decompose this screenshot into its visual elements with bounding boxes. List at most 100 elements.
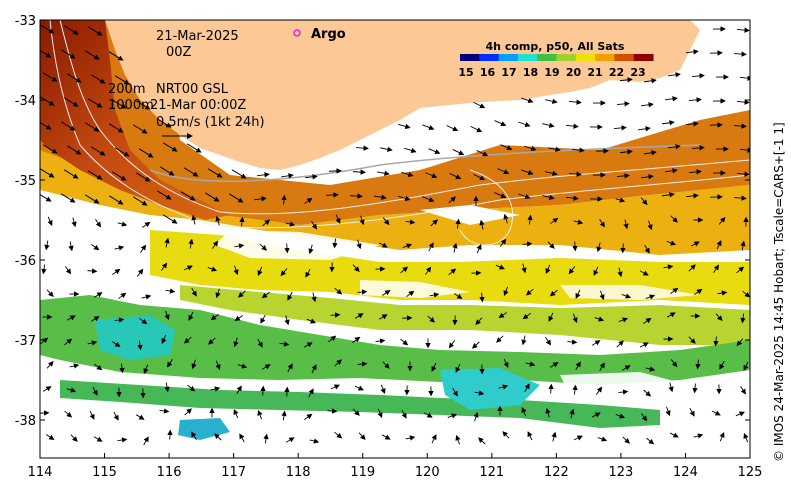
colorbar-label: 21 xyxy=(587,66,602,79)
current-vector-arrow xyxy=(142,221,151,228)
current-vector-arrow xyxy=(498,384,509,390)
current-vector-arrow xyxy=(259,243,267,251)
current-vector-arrow xyxy=(428,148,441,155)
x-tick-label: 116 xyxy=(157,465,182,480)
current-vector-arrow xyxy=(522,241,533,247)
current-vector-arrow xyxy=(688,169,702,175)
y-tick-label: -35 xyxy=(15,174,36,189)
current-vector-arrow xyxy=(548,312,554,322)
current-vector-arrow xyxy=(378,242,388,248)
current-vector-arrow xyxy=(135,100,151,110)
current-vector-arrow xyxy=(542,122,555,128)
current-vector-arrow xyxy=(191,431,197,440)
current-vector-arrow xyxy=(378,314,388,320)
current-vector-arrow xyxy=(64,410,73,418)
current-vector-arrow xyxy=(257,266,263,277)
current-vector-arrow xyxy=(210,386,221,392)
current-vector-arrow xyxy=(400,266,409,274)
current-vector-arrow xyxy=(596,242,602,253)
current-vector-arrow xyxy=(94,363,103,371)
current-vector-arrow xyxy=(503,286,509,297)
current-vector-arrow xyxy=(644,244,650,254)
current-vector-arrow xyxy=(685,121,699,127)
current-vector-arrow xyxy=(304,413,313,420)
current-vector-arrow xyxy=(137,340,143,351)
current-vector-arrow xyxy=(404,147,417,154)
current-vector-arrow xyxy=(90,74,106,84)
current-vector-arrow xyxy=(328,335,337,343)
current-vector-arrow xyxy=(335,214,341,224)
current-vector-arrow xyxy=(618,317,629,323)
current-vector-arrow xyxy=(521,407,527,417)
current-vector-arrow xyxy=(204,192,220,202)
current-vector-arrow xyxy=(233,337,239,348)
current-vector-arrow xyxy=(661,192,675,198)
current-vector-arrow xyxy=(449,173,462,180)
current-vector-arrow xyxy=(162,142,178,152)
colorbar-cell xyxy=(517,54,538,61)
current-vector-arrow xyxy=(140,244,147,253)
current-vector-arrow xyxy=(431,434,437,444)
x-tick-label: 120 xyxy=(415,465,440,480)
current-vector-arrow xyxy=(733,195,747,201)
current-vector-arrow xyxy=(261,291,270,299)
map-plot-area xyxy=(40,20,750,458)
current-vector-arrow xyxy=(327,408,338,414)
current-vector-arrow xyxy=(599,218,605,228)
current-vector-arrow xyxy=(619,77,633,83)
current-vector-arrow xyxy=(95,219,102,228)
current-vector-arrow xyxy=(117,437,128,443)
current-vector-arrow xyxy=(207,168,223,178)
current-vector-arrow xyxy=(285,437,295,443)
argo-label: Argo xyxy=(311,27,346,42)
current-vector-arrow xyxy=(667,144,681,150)
current-vector-arrow xyxy=(228,193,244,203)
current-vector-arrow xyxy=(742,290,750,298)
current-vector-arrow xyxy=(164,310,170,321)
current-vector-arrow xyxy=(567,339,578,345)
current-vector-arrow xyxy=(591,412,601,418)
current-vector-arrow xyxy=(620,243,626,254)
current-vector-arrow xyxy=(521,263,527,274)
current-vector-arrow xyxy=(93,436,103,442)
current-vector-arrow xyxy=(713,336,719,347)
current-vector-arrow xyxy=(68,241,74,252)
current-vector-arrow xyxy=(281,410,287,421)
current-vector-arrow xyxy=(565,123,579,129)
current-vector-arrow xyxy=(233,265,239,276)
current-vector-arrow xyxy=(431,362,437,372)
current-vector-arrow xyxy=(334,431,343,439)
current-vector-arrow xyxy=(40,122,52,130)
current-vector-arrow xyxy=(693,433,704,439)
current-vector-arrow xyxy=(183,336,192,344)
x-tick-label: 124 xyxy=(673,465,698,480)
current-vector-arrow xyxy=(161,334,167,344)
current-vector-arrow xyxy=(118,292,127,300)
current-vector-arrow xyxy=(623,219,629,230)
current-vector-arrow xyxy=(643,317,652,324)
current-vector-arrow xyxy=(311,221,318,230)
current-vector-arrow xyxy=(159,166,175,176)
current-vector-arrow xyxy=(565,195,579,201)
current-vector-arrow xyxy=(615,413,626,419)
current-vector-arrow xyxy=(400,338,409,346)
current-vector-arrow xyxy=(503,213,509,224)
current-vector-arrow xyxy=(234,243,245,249)
current-vector-arrow xyxy=(478,437,486,445)
current-vector-arrow xyxy=(640,174,654,180)
current-vector-arrow xyxy=(377,408,383,418)
current-vector-arrow xyxy=(616,173,630,179)
current-vector-arrow xyxy=(349,193,363,199)
current-vector-arrow xyxy=(545,337,552,346)
current-vector-arrow xyxy=(280,173,294,179)
analysis-time-label: 21-Mar 00:00Z xyxy=(150,98,247,113)
current-vector-arrow xyxy=(645,294,656,300)
current-vector-arrow xyxy=(234,315,243,322)
current-vector-arrow xyxy=(446,125,459,132)
current-vector-arrow xyxy=(549,289,558,297)
x-tick-label: 123 xyxy=(608,465,633,480)
current-vector-arrow xyxy=(355,145,369,151)
current-vector-arrow xyxy=(287,291,293,301)
current-vector-arrow xyxy=(398,195,411,202)
x-tick-label: 114 xyxy=(28,465,53,480)
